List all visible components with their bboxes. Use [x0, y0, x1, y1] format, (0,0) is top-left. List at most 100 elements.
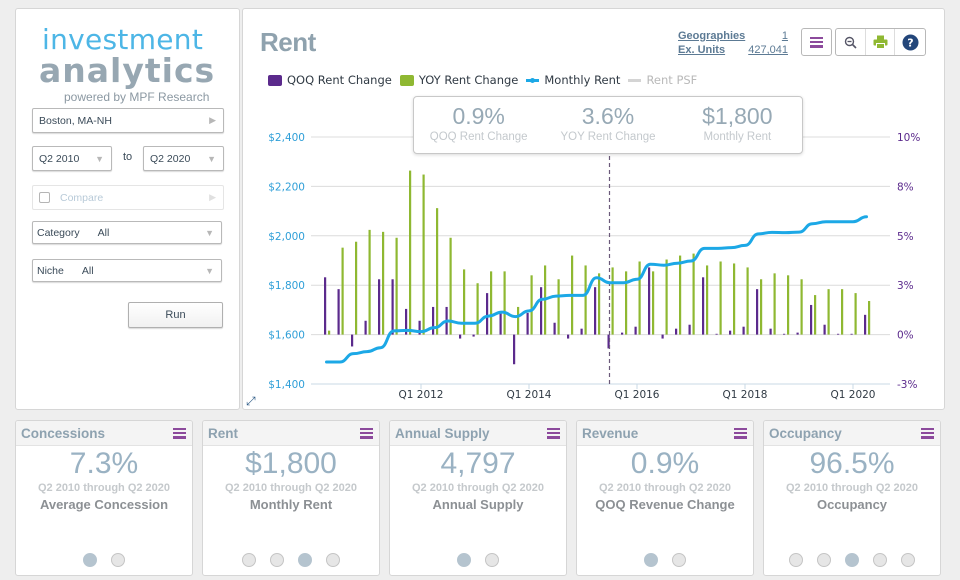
qoq-bar	[634, 326, 637, 335]
market-select[interactable]: Boston, MA-NH ▶	[32, 108, 224, 133]
legend-yoy[interactable]: YOY Rent Change	[399, 73, 519, 87]
help-button[interactable]: ?	[895, 29, 925, 55]
menu-icon[interactable]	[921, 427, 934, 439]
qoq-bar	[594, 287, 597, 335]
yoy-bar	[719, 261, 722, 335]
geographies-link[interactable]: Geographies	[678, 30, 746, 42]
card-value: 0.9%	[630, 447, 700, 480]
tooltip-yoy: 3.6% YOY Rent Change	[543, 97, 672, 153]
legend-monthly-rent-label: Monthly Rent	[544, 73, 621, 87]
to-quarter-select[interactable]: Q2 2020 ▼	[143, 146, 224, 171]
qoq-bar	[472, 334, 475, 337]
right-axis-tick-label: 3%	[897, 280, 914, 292]
card-label: Average Concession	[39, 497, 169, 512]
yoy-bar	[382, 231, 385, 335]
carousel-dot[interactable]	[901, 553, 915, 567]
x-axis-tick-label: Q1 2012	[398, 389, 443, 401]
menu-icon[interactable]	[547, 427, 560, 439]
card-carousel-dots	[764, 553, 940, 567]
qoq-bar	[580, 328, 583, 335]
run-button[interactable]: Run	[128, 302, 223, 328]
card-title: Rent	[208, 425, 238, 441]
carousel-dot[interactable]	[789, 553, 803, 567]
yoy-bar	[503, 271, 506, 335]
metric-card-annual-supply: Annual Supply 4,797 Q2 2010 through Q2 2…	[389, 420, 567, 576]
print-button[interactable]	[866, 29, 896, 55]
rent-chart: $1,400 $1,600 $1,800 $2,000 $2,200 $2,400 -3% 0…	[268, 132, 920, 401]
card-title: Occupancy	[769, 425, 842, 441]
menu-icon[interactable]	[734, 427, 747, 439]
carousel-dot[interactable]	[242, 553, 256, 567]
yoy-bar	[557, 279, 560, 335]
menu-icon[interactable]	[173, 427, 186, 439]
card-label: Occupancy	[816, 497, 888, 512]
legend-monthly-rent[interactable]: Monthly Rent	[526, 73, 620, 87]
qoq-bar	[540, 287, 543, 335]
carousel-dot[interactable]	[270, 553, 284, 567]
card-value: 4,797	[440, 447, 516, 480]
card-title: Annual Supply	[395, 425, 490, 441]
metric-card-rent: Rent $1,800 Q2 2010 through Q2 2020 Mont…	[202, 420, 380, 576]
qoq-bar	[648, 267, 651, 335]
zoom-out-button[interactable]	[836, 29, 866, 55]
compare-row[interactable]: Compare ▶	[32, 185, 224, 210]
qoq-bar	[526, 312, 529, 335]
from-quarter-value: Q2 2010	[39, 152, 80, 165]
carousel-dot[interactable]	[672, 553, 686, 567]
monthly-rent-line	[325, 215, 868, 364]
qoq-bar	[688, 324, 691, 335]
qoq-bar	[378, 279, 381, 335]
metric-card-concessions: Concessions 7.3% Q2 2010 through Q2 2020…	[15, 420, 193, 576]
menu-icon[interactable]	[360, 427, 373, 439]
page-title: Rent	[260, 27, 316, 57]
carousel-dot[interactable]	[111, 553, 125, 567]
right-axis-tick-label: 10%	[897, 132, 920, 144]
yoy-bar	[787, 275, 790, 335]
svg-text:?: ?	[907, 36, 913, 49]
tooltip-qoq-label: QOQ Rent Change	[429, 131, 528, 143]
legend-qoq-label: QOQ Rent Change	[287, 73, 392, 87]
ex-units-count[interactable]: 427,041	[748, 44, 788, 56]
carousel-dot[interactable]	[485, 553, 499, 567]
carousel-dot[interactable]	[817, 553, 831, 567]
yoy-bar	[476, 283, 479, 335]
qoq-bar	[796, 332, 799, 335]
chevron-right-icon: ▶	[209, 192, 216, 202]
carousel-dot[interactable]	[83, 553, 97, 567]
carousel-dot[interactable]	[845, 553, 859, 567]
chevron-down-icon: ▼	[205, 227, 214, 238]
qoq-bar	[675, 328, 678, 335]
category-label: Category	[37, 226, 80, 239]
card-period: Q2 2010 through Q2 2020	[37, 482, 171, 494]
card-period: Q2 2010 through Q2 2020	[224, 482, 358, 494]
chart-menu-button[interactable]	[801, 28, 832, 56]
niche-select[interactable]: Niche All ▼	[32, 259, 222, 282]
qoq-bar	[486, 293, 489, 335]
geographies-count[interactable]: 1	[781, 30, 788, 42]
yoy-bar	[409, 170, 412, 335]
yoy-bar	[706, 265, 709, 335]
carousel-dot[interactable]	[298, 553, 312, 567]
compare-label: Compare	[60, 191, 104, 204]
geo-summary: Geographies 1 Ex. Units 427,041	[678, 29, 788, 57]
carousel-dot[interactable]	[457, 553, 471, 567]
legend-yoy-label: YOY Rent Change	[418, 73, 519, 87]
qoq-bar	[864, 314, 867, 335]
carousel-dot[interactable]	[873, 553, 887, 567]
carousel-dot[interactable]	[644, 553, 658, 567]
qoq-bar	[823, 324, 826, 335]
right-axis-tick-label: -3%	[897, 379, 917, 391]
legend-rent-psf[interactable]: Rent PSF	[628, 73, 697, 87]
compare-checkbox[interactable]	[39, 192, 50, 203]
from-quarter-select[interactable]: Q2 2010 ▼	[32, 146, 112, 171]
legend-qoq[interactable]: QOQ Rent Change	[268, 73, 392, 87]
carousel-dot[interactable]	[326, 553, 340, 567]
ex-units-link[interactable]: Ex. Units	[678, 44, 726, 56]
expand-icon[interactable]: ⤢	[246, 394, 256, 408]
yoy-bar	[368, 229, 371, 335]
to-label: to	[123, 151, 133, 163]
yoy-bar	[692, 253, 695, 335]
category-select[interactable]: Category All ▼	[32, 221, 222, 244]
market-value: Boston, MA-NH	[39, 114, 112, 127]
yoy-bar	[800, 279, 803, 335]
